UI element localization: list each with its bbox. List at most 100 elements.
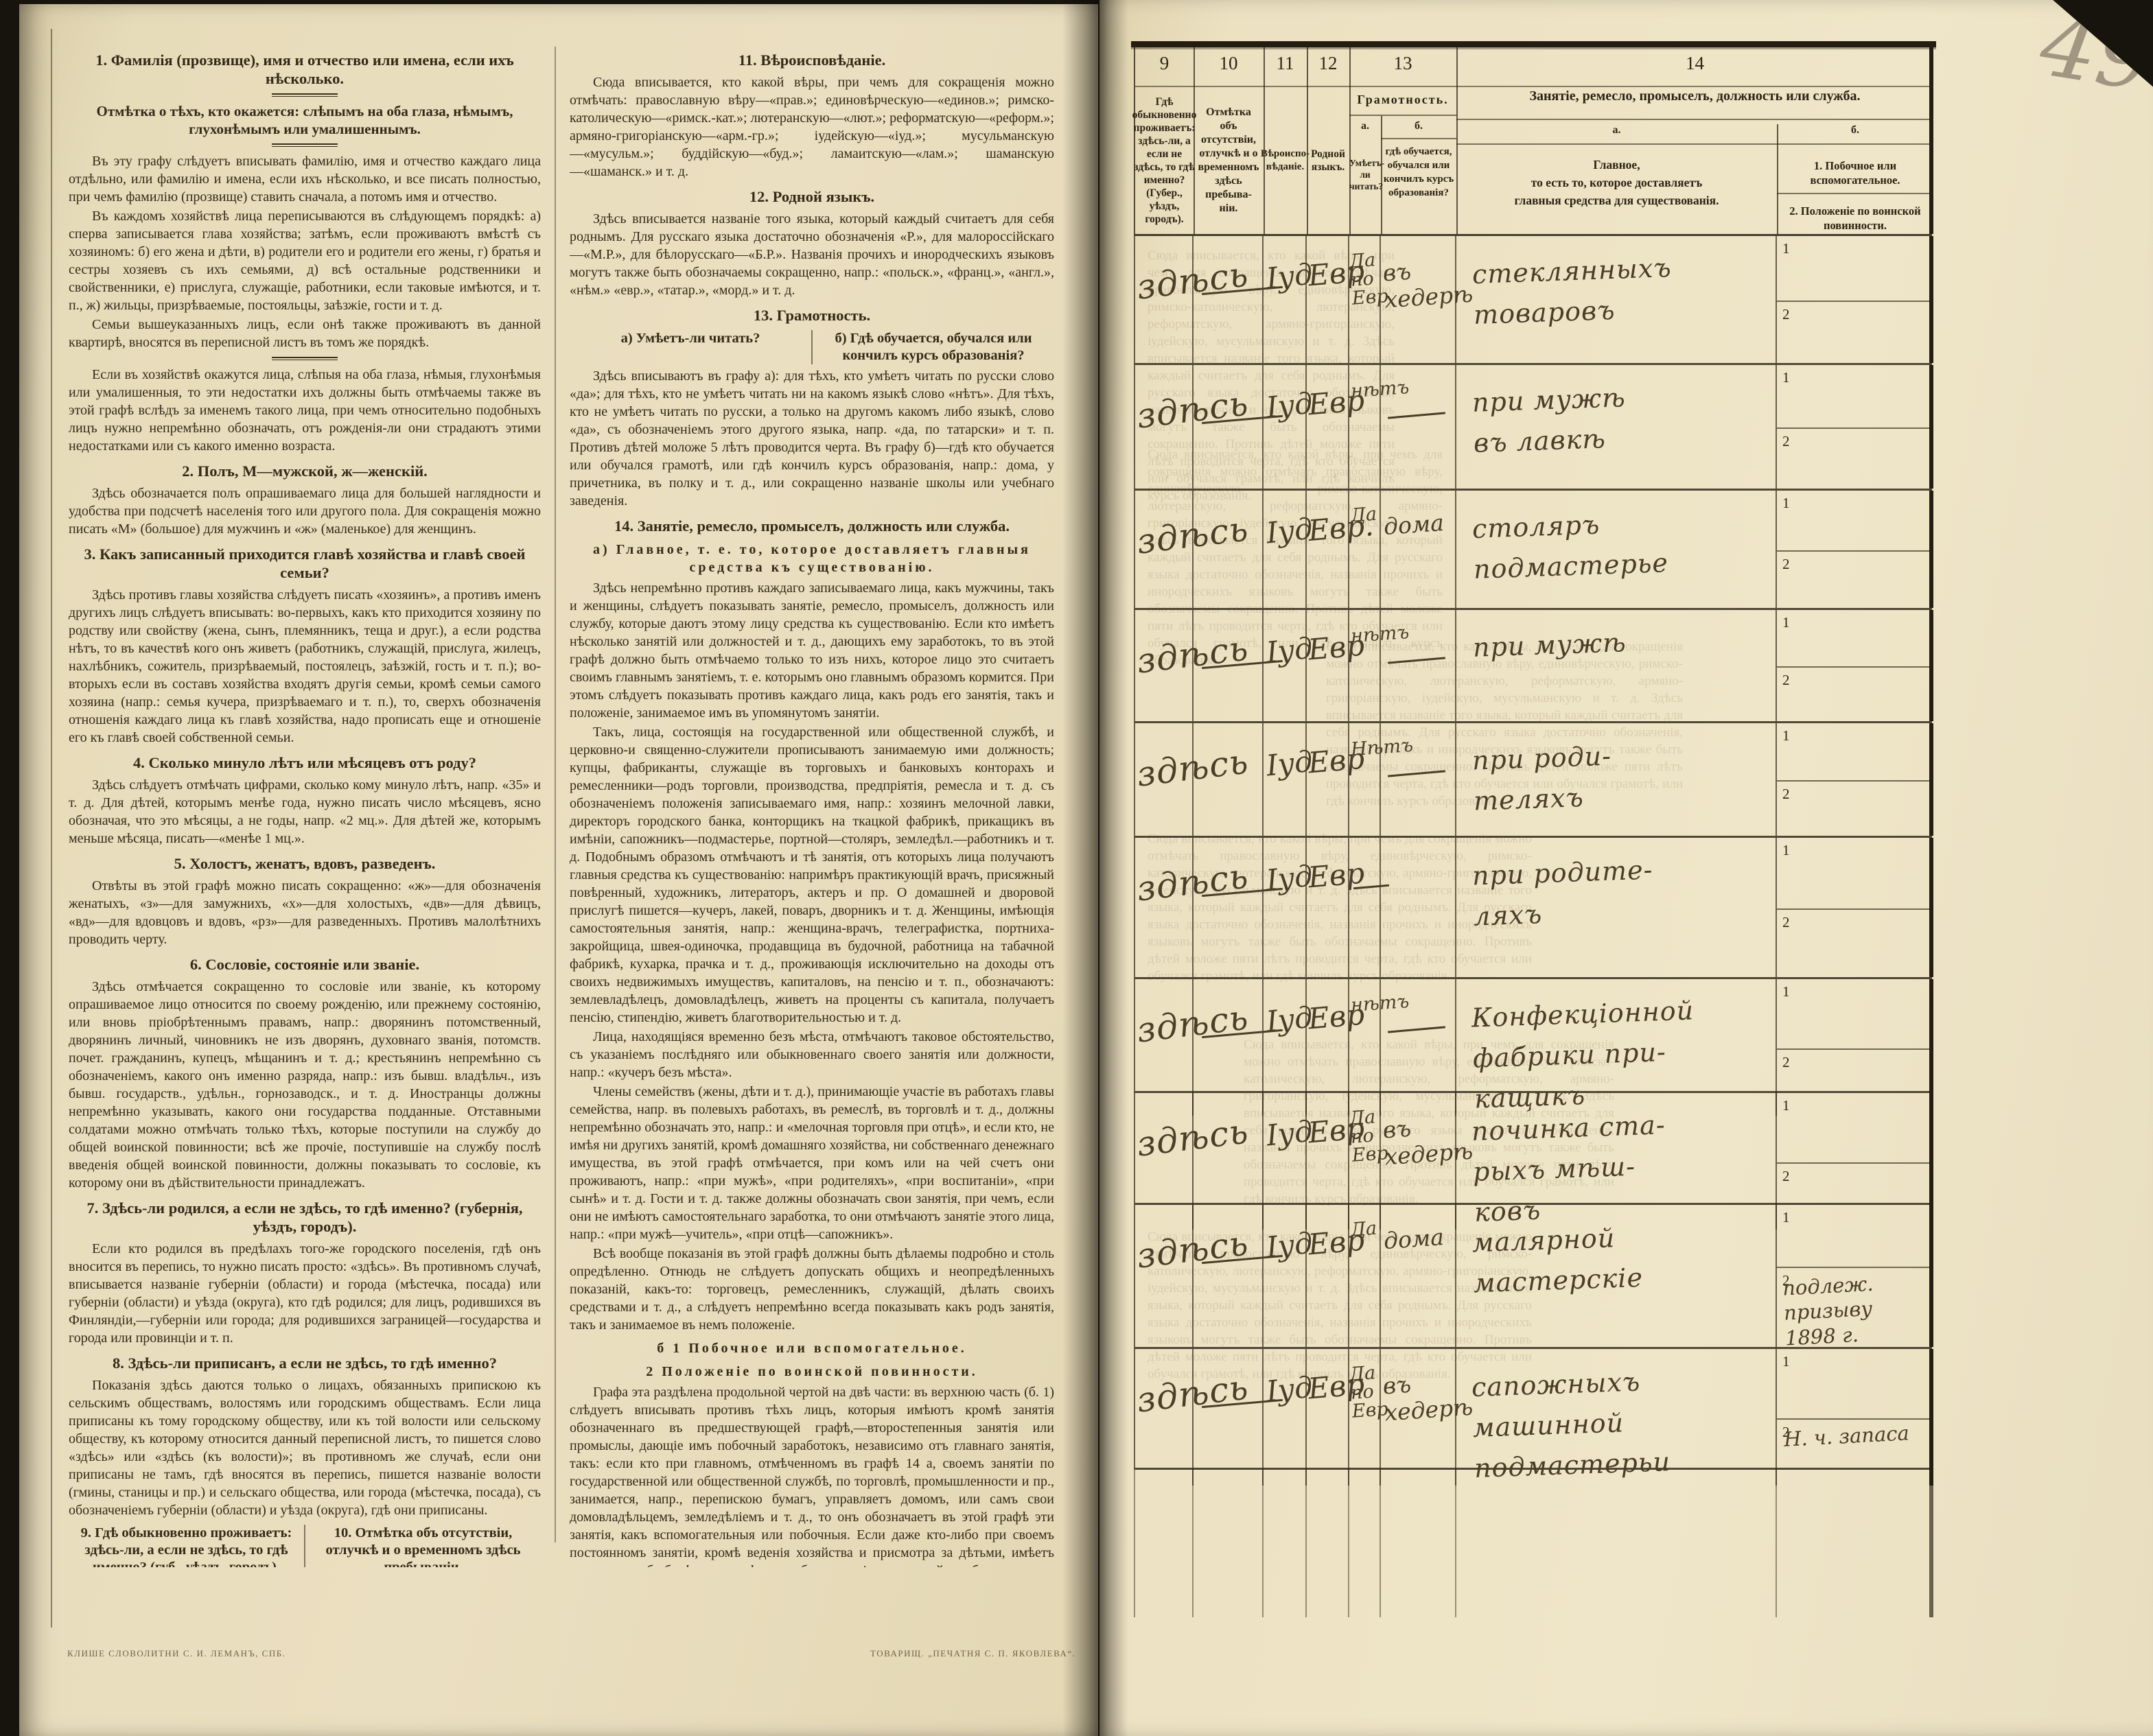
table-row: здѣсь Іуд Евр нѣтъ Конфекціонной фабрики при… — [1134, 979, 1933, 1116]
empty-cell — [1381, 1470, 1456, 1617]
cell-absence — [1194, 1093, 1264, 1230]
cell-occupation: столяръ подмастерье — [1456, 491, 1777, 608]
cell-occupation: при мужѣ — [1456, 610, 1777, 721]
cell-language: Евр — [1307, 838, 1366, 977]
printer-imprint-left: КЛИШЕ СЛОВОЛИТНИ С. И. ЛЕМАНЪ, СПБ. — [67, 1648, 286, 1658]
handwritten-entry: Да — [1349, 503, 1378, 527]
cell-occupation: починка ста- рыхъ мѣш- ковъ — [1456, 1093, 1777, 1230]
cell-reads — [1349, 838, 1390, 977]
instruction-paragraph: Здѣсь обозначается полъ опрашиваемаго ли… — [69, 486, 541, 537]
cell-studied: дома — [1381, 491, 1456, 608]
subrow-label-1: 1 — [1782, 1353, 1790, 1370]
subrow-label-1: 1 — [1782, 842, 1790, 858]
cell-absence — [1194, 491, 1264, 608]
cell-residence: здѣсь — [1134, 365, 1250, 489]
col-number-10: 10 — [1219, 53, 1238, 73]
instruction-paragraph: Графа эта раздѣлена продольной чертой на… — [570, 1385, 1054, 1567]
table-row: здѣсь Іуд Евр при родите- ляхъ 1 2 — [1134, 838, 1933, 979]
cell-reads: нѣтъ — [1349, 979, 1410, 1116]
section-heading: б 1 Побочное или вспомогательное. — [657, 1341, 967, 1356]
cell-religion: Іуд — [1264, 838, 1314, 977]
cell-studied — [1381, 365, 1456, 489]
cell-language: Евр — [1307, 1205, 1366, 1347]
literacy-a-label: а. — [1361, 120, 1369, 132]
cell-studied — [1381, 610, 1456, 721]
table-row: здѣсь Іуд Евр Да дома малярной мастерскіе 1 2 по… — [1134, 1205, 1933, 1350]
section-heading: 6. Сословіе, состояніе или званіе. — [189, 956, 420, 973]
subrow-label-2: 2 — [1782, 555, 1790, 572]
section-heading: 1. Фамилія (прозвище), имя и отчество ил… — [95, 51, 514, 87]
instructions-column-2: 11. Вѣроисповѣданіе. Сюда вписывается, кт… — [570, 44, 1054, 1567]
cell-language: Евр — [1307, 236, 1366, 363]
section-heading: 2 Положеніе по воинской повинности. — [646, 1364, 978, 1379]
cell-reads: нѣтъ — [1349, 610, 1410, 721]
cell-sideline-military: 1 2 Н. ч. запаса — [1777, 1349, 1933, 1486]
instruction-paragraph: Здѣсь противъ главы хозяйства слѣдуетъ п… — [69, 587, 541, 745]
cell-religion: Іуд — [1264, 1205, 1314, 1347]
subrow-label-2: 2 — [1782, 433, 1790, 450]
handwritten-dash — [1388, 1026, 1445, 1033]
subrow-label-2: 2 — [1782, 785, 1790, 802]
header-language: Родной языкъ. — [1311, 148, 1345, 173]
handwritten-entry: при мужѣ — [1472, 627, 1627, 663]
cell-residence: здѣсь — [1134, 1349, 1250, 1486]
heading-pair: 9. Гдѣ обыкновенно проживаетъ: здѣсь-ли,… — [69, 1525, 541, 1567]
empty-cell — [1456, 1470, 1777, 1617]
cell-religion: Іуд — [1264, 1093, 1314, 1230]
section-divider — [272, 93, 338, 97]
subrow-label-2: 2 — [1782, 1053, 1790, 1070]
handwritten-entry: Н. ч. запаса — [1783, 1420, 1910, 1451]
cell-residence: здѣсь — [1134, 1205, 1250, 1347]
cell-absence — [1194, 610, 1283, 721]
instruction-paragraph: Въ каждомъ хозяйствѣ лица переписываются… — [69, 209, 541, 313]
cell-absence — [1194, 1349, 1283, 1486]
section-heading: 9. Гдѣ обыкновенно проживаетъ: здѣсь-ли,… — [69, 1525, 305, 1567]
cell-studied: въ хедерѣ — [1381, 1093, 1474, 1230]
subrow-label-1: 1 — [1782, 727, 1790, 744]
section-heading: б) Гдѣ обучается, обучался или кончилъ к… — [835, 331, 1032, 363]
cell-residence: здѣсь — [1134, 979, 1250, 1116]
table-row: здѣсь Іуд Евр. Да дома столяръ подмастерье 1 2 — [1134, 491, 1933, 610]
cell-studied: въ хедерѣ — [1381, 1349, 1474, 1486]
cell-reads: Нѣтъ — [1349, 723, 1414, 836]
instruction-paragraph: Здѣсь вписываютъ въ графу а): для тѣхъ, … — [570, 368, 1054, 508]
subrow-label-2: 2 — [1782, 913, 1790, 930]
cell-language: Евр — [1307, 1093, 1366, 1230]
table-row: здѣсь Іуд Евр Да по Евр въ хедерѣ стеклянныхъ… — [1134, 236, 1933, 365]
table-row: здѣсь Іуд Евр Да по Евр въ хедерѣ сапожныхъ м… — [1134, 1349, 1933, 1486]
cell-reads: Да по Евр — [1349, 236, 1389, 363]
cell-reads: Да по Евр — [1349, 1349, 1389, 1486]
instruction-paragraph: Здѣсь непремѣнно противъ каждаго записыв… — [570, 580, 1054, 720]
cell-language: Евр — [1307, 979, 1366, 1116]
occupation-a-text: Главное, то есть то, которое доставляетъ… — [1514, 158, 1719, 207]
cell-language: Евр — [1307, 610, 1366, 721]
col-number-11: 11 — [1276, 53, 1294, 73]
cell-studied: въ хедерѣ — [1381, 236, 1474, 363]
section-heading: 2. Полъ, М—мужской, ж—женскій. — [182, 462, 428, 480]
subrow-label-2: 2 — [1782, 1272, 1790, 1289]
instruction-paragraph: Въ эту графу слѣдуетъ вписывать фамилію,… — [69, 154, 541, 204]
instruction-paragraph: Отвѣты въ этой графѣ можно писать сокращ… — [69, 878, 541, 947]
handwritten-entry: малярной мастерскіе — [1471, 1223, 1644, 1299]
table-row: здѣсь Іуд Евр Да по Евр въ хедерѣ починка ста… — [1134, 1093, 1933, 1230]
subrow-label-1: 1 — [1782, 983, 1790, 1000]
section-heading: 13. Грамотность. — [753, 307, 871, 324]
table-top-border — [1131, 41, 1936, 47]
table-row-empty — [1134, 1470, 1933, 1617]
instruction-paragraph: Показанія здѣсь даются только о лицахъ, … — [69, 1378, 541, 1518]
header-occupation: Занятіе, ремесло, промыселъ, должность и… — [1529, 89, 1861, 104]
cell-religion: Іуд — [1264, 1349, 1314, 1486]
cell-occupation: при мужѣ въ лавкѣ — [1456, 365, 1777, 489]
subrow-label-1: 1 — [1782, 369, 1790, 386]
cell-language: Евр — [1307, 723, 1366, 836]
cell-studied: дома — [1381, 1205, 1456, 1347]
cell-sideline-military: 1 2 подлеж. призыву 1898 г. — [1777, 1205, 1933, 1350]
handwritten-entry: стеклянныхъ товаровъ — [1471, 252, 1673, 330]
instruction-paragraph: Всѣ вообще показанія въ этой графѣ должн… — [570, 1246, 1054, 1333]
section-heading: 7. Здѣсь-ли родился, а если не здѣсь, то… — [86, 1199, 523, 1235]
cell-absence — [1194, 838, 1283, 977]
handwritten-dash — [1388, 770, 1445, 777]
cell-religion: Іуд — [1264, 610, 1314, 721]
